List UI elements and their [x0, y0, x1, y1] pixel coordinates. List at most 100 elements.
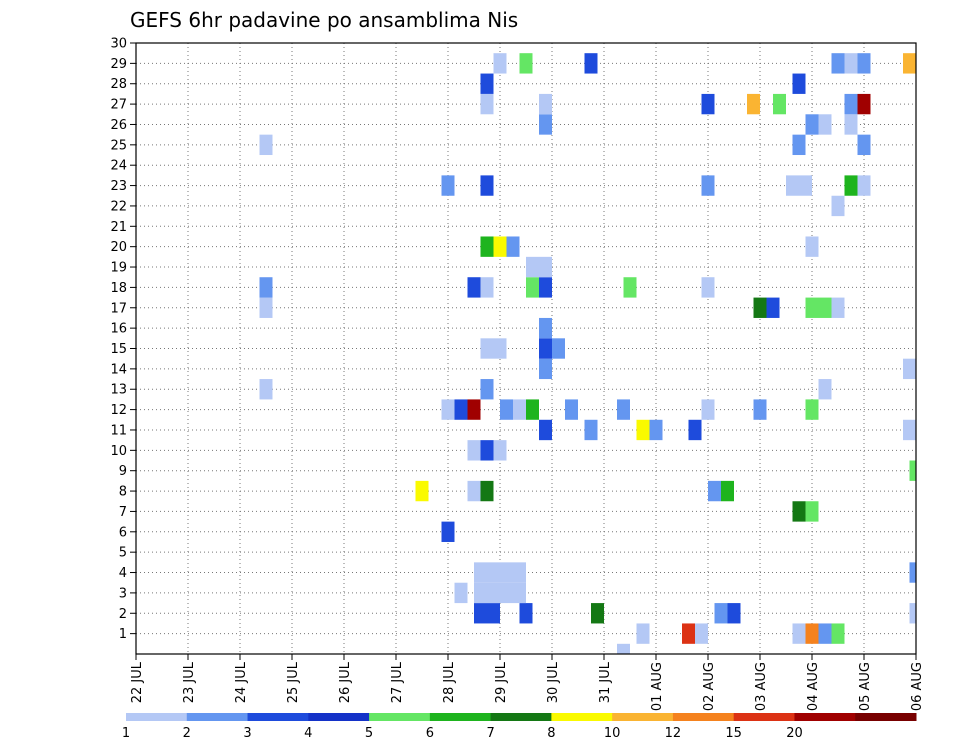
heatmap-cell: [539, 93, 552, 115]
heatmap-cell: [441, 399, 455, 420]
legend-swatch: [126, 713, 188, 721]
heatmap-cell: [539, 338, 552, 359]
heatmap-cell: [259, 297, 273, 318]
heatmap-cell: [805, 399, 819, 420]
heatmap-cell: [903, 358, 916, 380]
y-tick-label: 4: [119, 566, 127, 581]
heatmap-cell: [857, 53, 871, 74]
x-tick-label: 04 AUG: [806, 662, 821, 711]
heatmap-cell: [584, 419, 598, 441]
heatmap-cell: [415, 480, 429, 502]
x-tick-label: 27 JUL: [390, 661, 405, 703]
y-tick-label: 14: [110, 362, 127, 377]
heatmap-cell: [480, 277, 494, 298]
heatmap-cell: [857, 175, 871, 196]
heatmap-cell: [526, 256, 539, 278]
y-tick-label: 22: [110, 199, 127, 214]
x-tick-label: 30 JUL: [546, 661, 561, 703]
x-tick-label: 06 AUG: [910, 662, 925, 711]
heatmap-cell: [688, 419, 702, 441]
heatmap-cell: [474, 603, 487, 624]
heatmap-cell: [818, 297, 832, 318]
heatmap-cell: [727, 603, 741, 624]
heatmap-cell: [805, 501, 819, 522]
heatmap-cell: [903, 53, 916, 74]
x-tick-label: 26 JUL: [338, 661, 353, 703]
y-tick-label: 13: [110, 383, 127, 398]
y-tick-label: 8: [119, 485, 127, 500]
heatmap-cell: [818, 379, 832, 400]
heatmap-cell: [539, 114, 552, 135]
heatmap-cell: [844, 114, 858, 135]
x-axis: 22 JUL 23 JUL 24 JUL 25 JUL 26 JUL 27 JUL 28 J…: [130, 654, 925, 711]
heatmap-cells: [259, 53, 916, 654]
heatmap-cell: [519, 53, 533, 74]
y-tick-label: 28: [110, 77, 127, 92]
heatmap-cell: [766, 297, 780, 318]
heatmap-cell: [493, 338, 507, 359]
heatmap-cell: [513, 582, 526, 604]
x-tick-label: 22 JUL: [130, 661, 145, 703]
heatmap-cell: [526, 277, 539, 298]
legend-label: 7: [486, 726, 494, 741]
heatmap-cell: [441, 521, 455, 542]
heatmap-cell: [636, 623, 650, 644]
heatmap-cell: [259, 379, 273, 400]
heatmap-cell: [467, 440, 481, 461]
heatmap-cell: [617, 399, 630, 420]
y-tick-label: 10: [110, 444, 127, 459]
heatmap-cell: [792, 501, 806, 522]
heatmap-cell: [649, 419, 663, 441]
heatmap-cell: [539, 317, 552, 339]
heatmap-cell: [519, 603, 533, 624]
legend-label: 1: [122, 726, 130, 741]
heatmap-cell: [831, 297, 845, 318]
heatmap-cell: [480, 440, 494, 461]
heatmap-cell: [617, 643, 630, 654]
legend-swatch: [429, 713, 492, 721]
y-tick-label: 29: [110, 57, 127, 72]
heatmap-cell: [539, 256, 552, 278]
heatmap-cell: [584, 53, 598, 74]
legend-swatch: [794, 713, 856, 721]
legend-swatch: [369, 713, 431, 721]
heatmap-cell: [539, 277, 552, 298]
x-tick-label: 29 JUL: [494, 661, 509, 703]
y-tick-label: 21: [110, 220, 127, 235]
legend-swatch: [855, 713, 917, 721]
heatmap-cell: [753, 297, 767, 318]
legend-swatch: [186, 713, 249, 721]
x-tick-label: 01 AUG: [650, 662, 665, 711]
heatmap-cell: [701, 93, 715, 115]
legend-label: 10: [604, 726, 621, 741]
x-tick-label: 24 JUL: [234, 661, 249, 703]
heatmap-cell: [467, 399, 481, 420]
heatmap-cell: [773, 93, 786, 115]
heatmap-cell: [500, 399, 513, 420]
y-tick-label: 2: [119, 607, 127, 622]
heatmap-cell: [701, 277, 715, 298]
heatmap-cell: [903, 419, 916, 441]
heatmap-cell: [708, 480, 721, 502]
heatmap-cell: [786, 175, 799, 196]
heatmap-cell: [480, 73, 494, 94]
y-tick-label: 23: [110, 179, 127, 194]
heatmap-cell: [831, 623, 845, 644]
heatmap-cell: [857, 134, 871, 156]
y-tick-label: 6: [119, 525, 127, 540]
heatmap-cell: [480, 175, 494, 196]
x-tick-label: 05 AUG: [858, 662, 873, 711]
heatmap-cell: [831, 195, 845, 217]
y-tick-label: 25: [110, 138, 127, 153]
heatmap-cell: [844, 175, 858, 196]
heatmap-cell: [500, 562, 513, 583]
x-tick-label: 25 JUL: [286, 661, 301, 703]
legend-label: 12: [665, 726, 682, 741]
x-tick-label: 02 AUG: [702, 662, 717, 711]
heatmap-cell: [259, 134, 273, 156]
heatmap-cell: [474, 562, 487, 583]
heatmap-cell: [792, 134, 806, 156]
heatmap-cell: [474, 582, 487, 604]
legend-label: 6: [426, 726, 434, 741]
heatmap-cell: [493, 53, 507, 74]
